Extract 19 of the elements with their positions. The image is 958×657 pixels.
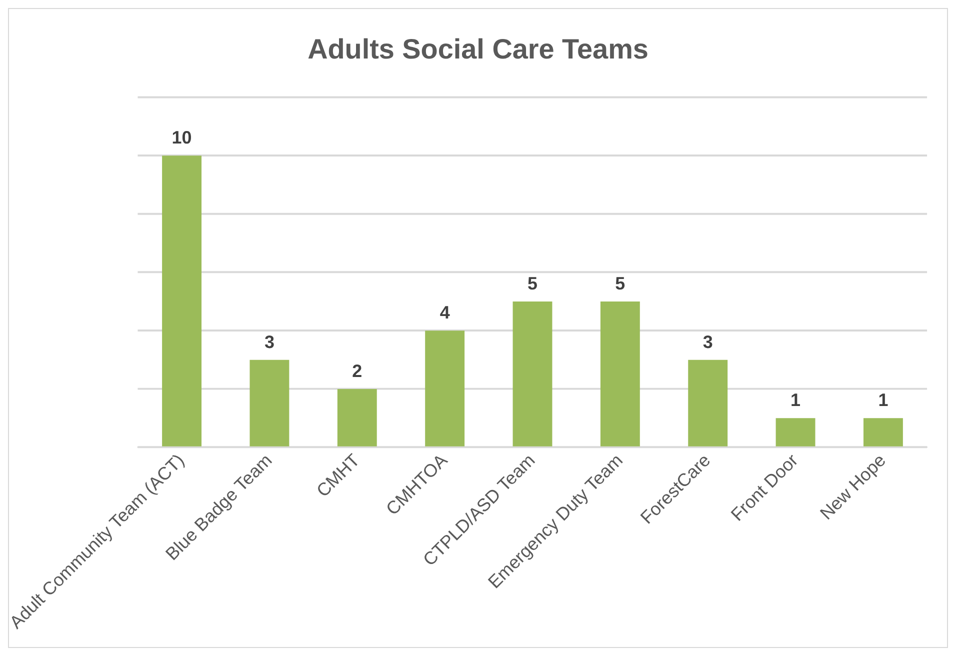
data-label: 3 (702, 332, 713, 352)
data-label: 5 (615, 274, 626, 294)
data-label: 2 (352, 361, 362, 381)
data-label: 1 (878, 390, 888, 410)
chart-title: Adults Social Care Teams (308, 33, 648, 64)
bar (425, 330, 465, 446)
data-label: 4 (440, 302, 450, 323)
data-label: 1 (790, 390, 801, 410)
data-label: 10 (172, 128, 192, 148)
bar (688, 360, 728, 446)
data-label: 5 (527, 274, 538, 294)
data-label: 3 (264, 332, 274, 352)
bar (512, 301, 552, 446)
bar (776, 418, 816, 446)
bar (250, 360, 290, 446)
bar (863, 418, 903, 446)
bar (337, 388, 377, 446)
bar (600, 301, 640, 446)
bar (162, 156, 202, 446)
